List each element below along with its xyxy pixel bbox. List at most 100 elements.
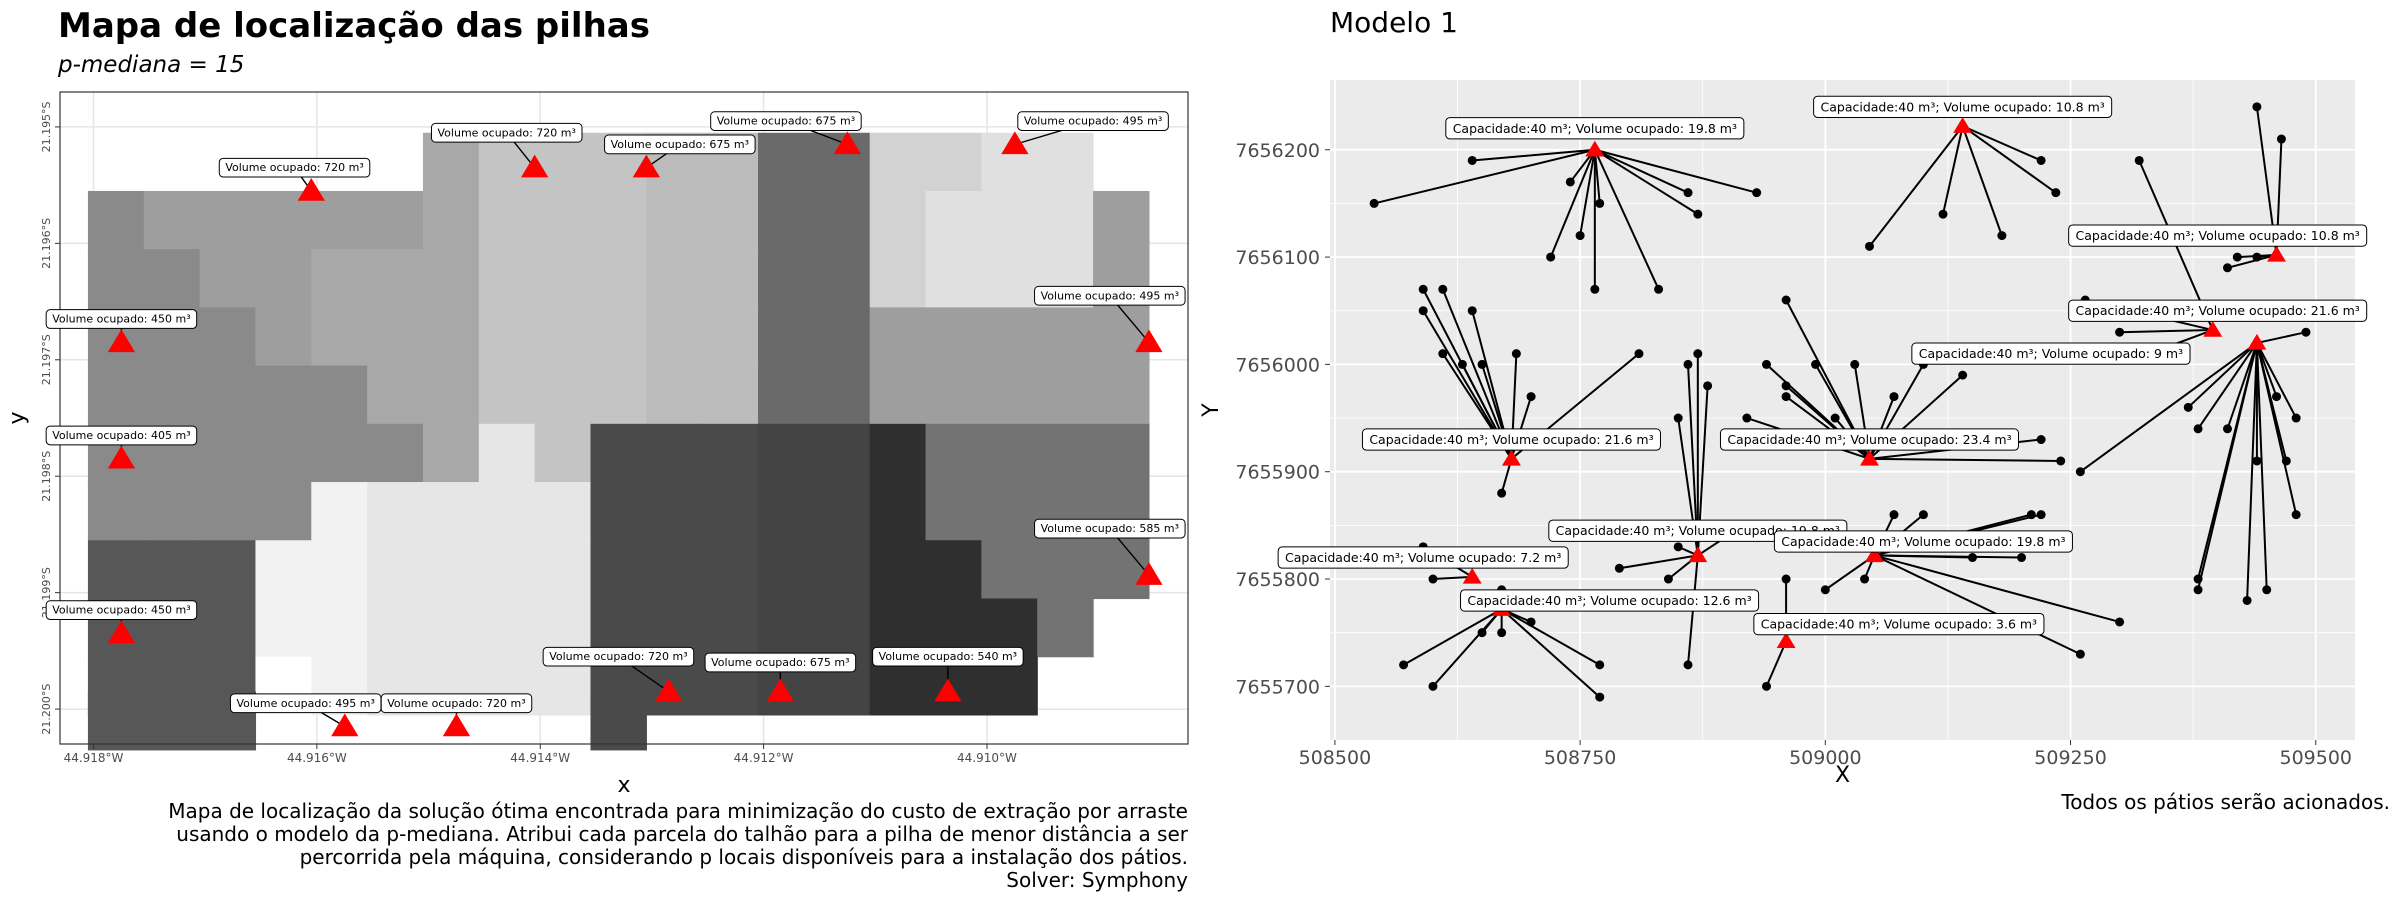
assignment-line xyxy=(1579,149,1596,236)
pile-label-box xyxy=(45,600,198,620)
assignment-line xyxy=(1962,125,2057,194)
pile-triangle xyxy=(833,131,862,155)
demand-point xyxy=(1467,306,1477,316)
heatmap-cell xyxy=(869,365,927,425)
heatmap-cell xyxy=(646,190,703,250)
demand-point xyxy=(1958,370,1968,380)
assignment-line xyxy=(1961,125,2003,236)
left-chart-title: Mapa de localização das pilhas xyxy=(58,6,650,46)
pile-label-box xyxy=(704,652,857,673)
demand-point xyxy=(2051,188,2061,198)
pile-label-box xyxy=(872,646,1024,667)
demand-point xyxy=(2036,510,2046,520)
heatmap-cell xyxy=(422,190,480,250)
facility-marker xyxy=(2203,321,2223,337)
facility-marker xyxy=(1776,632,1796,649)
heatmap-cell xyxy=(311,190,368,250)
demand-point xyxy=(1590,284,1600,294)
heatmap-cell xyxy=(1093,307,1150,367)
x-tick-label: 44.918°W xyxy=(64,751,124,765)
heatmap-cell xyxy=(255,482,312,541)
heatmap-cell xyxy=(422,249,480,308)
demand-point xyxy=(1595,198,1605,208)
demand-point xyxy=(1428,681,1438,691)
assignment-line xyxy=(1403,608,1503,666)
facility-label: Capacidade:40 m³; Volume ocupado: 10.8 m… xyxy=(1821,99,2105,114)
heatmap-cell xyxy=(1093,365,1150,425)
heatmap-cell xyxy=(367,249,424,308)
facility-label: Capacidade:40 m³; Volume ocupado: 19.8 m… xyxy=(1453,121,1737,136)
demand-point xyxy=(1742,413,1752,423)
heatmap-cell xyxy=(367,423,424,483)
demand-point xyxy=(1399,660,1409,670)
pile-triangle xyxy=(297,177,325,201)
heatmap-cell xyxy=(367,365,424,425)
demand-point xyxy=(2222,424,2232,434)
heatmap-cell xyxy=(813,365,871,425)
pile-label-box xyxy=(542,646,695,667)
heatmap-cell xyxy=(758,365,815,425)
demand-point xyxy=(1781,381,1791,391)
assignment-line xyxy=(1594,148,1689,194)
demand-point xyxy=(2193,574,2203,584)
heatmap-cell xyxy=(311,249,368,308)
y-tick-label: 7656200 xyxy=(1235,140,1320,162)
facility-label: Capacidade:40 m³; Volume ocupado: 21.6 m… xyxy=(2076,303,2360,318)
facility-triangle xyxy=(1953,117,1973,133)
demand-point xyxy=(1526,392,1536,402)
y-tick-label: 21.198°S xyxy=(40,451,53,502)
heatmap-cell xyxy=(534,307,592,367)
demand-point xyxy=(2183,402,2193,412)
demand-point xyxy=(1683,359,1693,369)
heatmap-cell xyxy=(422,540,480,600)
demand-point xyxy=(1497,488,1507,498)
heatmap-cell xyxy=(758,540,815,600)
heatmap-cell xyxy=(87,482,145,541)
assignment-line xyxy=(2197,342,2258,430)
heatmap-cell xyxy=(813,190,871,250)
heatmap-cell xyxy=(534,540,592,600)
x-tick-label: 508750 xyxy=(1544,747,1617,769)
facility-label: Capacidade:40 m³; Volume ocupado: 10.8 m… xyxy=(2076,228,2360,243)
facility-marker xyxy=(1502,449,1521,466)
heatmap-cell xyxy=(590,423,647,483)
y-tick-label: 21.195°S xyxy=(40,101,53,152)
x-tick-label: 509250 xyxy=(2034,747,2107,769)
pile-triangle xyxy=(107,445,136,469)
pile-marker: Volume ocupado: 495 m³ xyxy=(1034,285,1186,353)
assignment-line xyxy=(2227,253,2277,269)
pile-marker: Volume ocupado: 675 m³ xyxy=(710,111,862,155)
assignment-line xyxy=(1432,575,1473,581)
heatmap-cell xyxy=(869,482,927,541)
pile-triangle xyxy=(1001,131,1029,155)
x-tick-label: 509000 xyxy=(1789,747,1862,769)
heatmap-cell xyxy=(422,423,480,483)
demand-point xyxy=(2252,102,2262,112)
heatmap-cell xyxy=(590,307,647,367)
heatmap-cell xyxy=(813,307,871,367)
pile-label-box xyxy=(380,693,533,714)
heatmap-cell xyxy=(646,540,703,600)
y-tick-label: 7655900 xyxy=(1235,462,1320,484)
heatmap-cell xyxy=(199,598,257,658)
facility-triangle xyxy=(1864,546,1884,563)
heatmap-cell xyxy=(869,249,927,308)
demand-point xyxy=(2276,134,2286,144)
heatmap-cell xyxy=(869,190,927,250)
facility-triangle xyxy=(1502,449,1521,466)
heatmap-cell xyxy=(702,423,759,483)
heatmap-cell xyxy=(478,249,536,308)
heatmap-cell xyxy=(87,249,145,308)
facility-marker xyxy=(1585,140,1605,157)
demand-point xyxy=(1781,392,1791,402)
assignment-line xyxy=(1765,640,1788,687)
assignment-line xyxy=(1869,457,2061,462)
caption-text: Mapa de localização da solução ótima enc… xyxy=(168,799,1188,869)
pile-label: Volume ocupado: 675 m³ xyxy=(717,115,855,128)
heatmap-cell xyxy=(981,307,1038,367)
heatmap-cell xyxy=(87,540,145,600)
heatmap-cell xyxy=(422,365,480,425)
x-tick-label: 44.916°W xyxy=(287,751,347,765)
heatmap-cell xyxy=(1037,190,1094,250)
pile-triangle xyxy=(442,713,471,737)
